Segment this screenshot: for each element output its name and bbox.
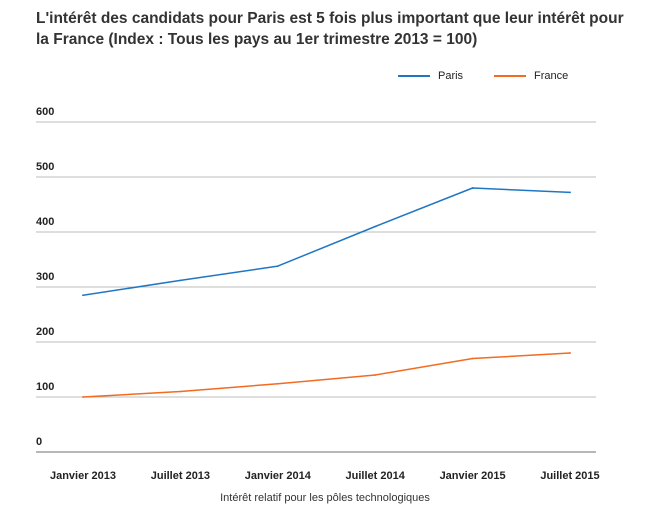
data-point-paris — [471, 187, 474, 189]
x-tick-label: Juillet 2013 — [151, 470, 210, 482]
series-line-france — [82, 352, 571, 398]
legend-swatch-france — [494, 75, 526, 77]
data-point-paris — [374, 225, 377, 228]
data-point-paris — [569, 191, 571, 194]
y-tick-label: 600 — [36, 106, 54, 118]
legend: Paris France — [0, 70, 650, 90]
data-point-france — [179, 390, 182, 393]
data-point-france — [374, 374, 377, 376]
data-point-france — [569, 352, 571, 354]
y-tick-label: 400 — [36, 216, 54, 228]
legend-swatch-paris — [398, 75, 430, 77]
x-tick-label: Juillet 2014 — [346, 470, 406, 482]
series-line-paris — [82, 187, 571, 297]
x-axis-caption: Intérêt relatif pour les pôles technolog… — [220, 492, 430, 504]
legend-label-france: France — [534, 70, 569, 82]
legend-item-paris: Paris — [398, 70, 463, 82]
legend-label-paris: Paris — [438, 70, 464, 82]
x-tick-label: Janvier 2013 — [50, 470, 116, 482]
data-point-france — [471, 357, 474, 360]
data-point-paris — [82, 294, 84, 297]
y-tick-label: 0 — [36, 436, 42, 448]
chart-title: L'intérêt des candidats pour Paris est 5… — [36, 10, 624, 48]
y-tick-label: 300 — [36, 271, 54, 283]
data-point-paris — [179, 279, 182, 282]
x-tick-label: Janvier 2014 — [245, 470, 312, 482]
data-point-france — [276, 382, 279, 385]
y-tick-label: 500 — [36, 161, 54, 173]
legend-item-france: France — [494, 70, 568, 82]
data-point-paris — [276, 265, 279, 267]
data-point-france — [82, 396, 84, 398]
x-tick-label: Janvier 2015 — [440, 470, 506, 482]
y-tick-label: 200 — [36, 326, 54, 338]
x-tick-label: Juillet 2015 — [540, 470, 599, 482]
y-tick-label: 100 — [36, 381, 54, 393]
